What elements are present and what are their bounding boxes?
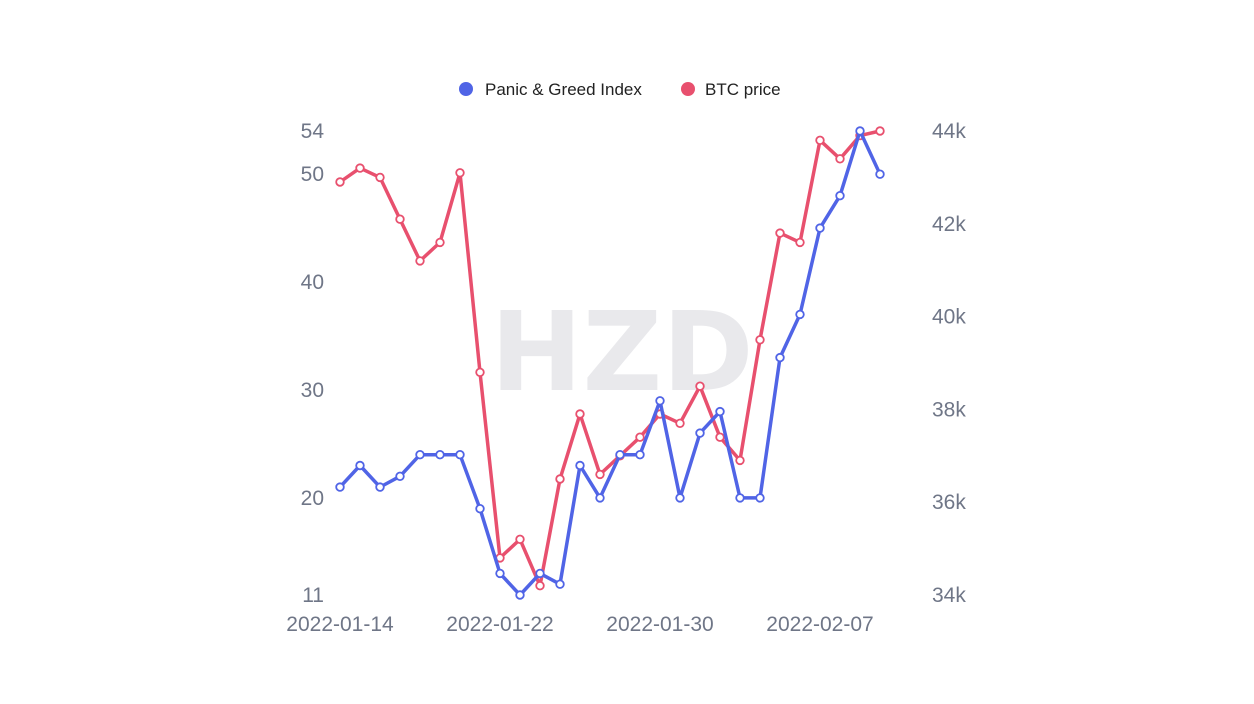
data-point-btc-price [575, 409, 585, 419]
data-point-btc-price [795, 237, 805, 248]
data-point-panic-greed [515, 590, 525, 600]
y-right-tick-label: 42k [932, 213, 966, 236]
data-point-btc-price [675, 418, 685, 428]
data-point-btc-price [395, 214, 405, 224]
legend-label-panic-greed: Panic & Greed Index [485, 80, 642, 99]
y-axis-left: 54 50 40 30 20 11 [301, 120, 325, 607]
y-left-tick-label: 11 [302, 584, 324, 607]
x-tick-label: 2022-01-14 [286, 613, 394, 636]
data-point-panic-greed [395, 471, 405, 481]
data-point-panic-greed [775, 352, 785, 363]
data-point-panic-greed [755, 493, 765, 503]
data-point-panic-greed [875, 169, 885, 179]
data-point-panic-greed [535, 568, 545, 579]
data-point-panic-greed [675, 493, 685, 503]
data-point-btc-price [815, 135, 825, 145]
y-left-tick-label: 30 [301, 379, 324, 402]
data-point-panic-greed [815, 223, 825, 233]
data-point-panic-greed [355, 460, 365, 471]
data-point-panic-greed [595, 493, 605, 503]
data-point-btc-price [595, 469, 605, 480]
x-tick-label: 2022-01-30 [606, 613, 713, 636]
data-point-panic-greed [475, 504, 485, 514]
data-point-panic-greed [375, 482, 385, 492]
data-point-btc-price [875, 126, 885, 136]
series-layer [335, 126, 885, 600]
data-point-panic-greed [635, 450, 645, 460]
data-point-btc-price [635, 432, 645, 442]
y-right-tick-label: 44k [932, 120, 966, 143]
legend-label-btc-price: BTC price [705, 80, 781, 99]
data-point-btc-price [555, 474, 565, 484]
y-left-tick-label: 20 [301, 487, 324, 510]
data-point-panic-greed [415, 450, 425, 460]
y-left-tick-label: 54 [301, 120, 325, 143]
data-point-btc-price [515, 534, 525, 544]
legend-marker-panic-greed [459, 82, 473, 96]
data-point-btc-price [435, 237, 445, 248]
y-right-tick-label: 34k [932, 584, 966, 607]
y-left-tick-label: 40 [301, 271, 324, 294]
y-right-tick-label: 36k [932, 491, 966, 514]
legend-item-panic-greed[interactable]: Panic & Greed Index [459, 80, 642, 99]
data-point-btc-price [835, 154, 845, 164]
data-point-panic-greed [795, 309, 805, 320]
data-point-panic-greed [335, 482, 345, 492]
legend: Panic & Greed Index BTC price [459, 80, 781, 99]
data-point-panic-greed [495, 568, 505, 579]
y-left-tick-label: 50 [301, 163, 324, 186]
data-point-panic-greed [695, 428, 705, 438]
series-line-panic-greed [338, 129, 882, 597]
data-point-panic-greed [715, 406, 725, 417]
series-line-btc-price [338, 129, 882, 588]
data-point-panic-greed [835, 190, 845, 201]
data-point-panic-greed [735, 493, 745, 503]
data-point-btc-price [535, 581, 545, 591]
data-point-btc-price [715, 432, 725, 442]
data-point-btc-price [475, 367, 485, 377]
data-point-btc-price [755, 335, 765, 345]
data-point-panic-greed [435, 450, 445, 460]
data-point-btc-price [695, 381, 705, 391]
y-right-tick-label: 40k [932, 306, 966, 329]
data-point-panic-greed [575, 460, 585, 471]
data-point-btc-price [375, 172, 385, 183]
data-point-panic-greed [615, 450, 625, 460]
data-point-btc-price [335, 177, 345, 187]
x-tick-label: 2022-02-07 [766, 613, 873, 636]
y-axis-right: 44k 42k 40k 38k 36k 34k [932, 120, 966, 607]
watermark: HZD [490, 288, 753, 416]
data-point-btc-price [415, 256, 425, 266]
data-point-btc-price [455, 168, 465, 178]
legend-marker-btc-price [681, 82, 695, 96]
data-point-panic-greed [555, 579, 565, 589]
data-point-btc-price [775, 228, 785, 238]
data-point-btc-price [735, 455, 745, 466]
x-tick-label: 2022-01-22 [446, 613, 553, 636]
data-point-panic-greed [655, 396, 665, 406]
data-point-panic-greed [455, 450, 465, 460]
legend-item-btc-price[interactable]: BTC price [681, 80, 781, 99]
data-point-btc-price [355, 163, 365, 173]
data-point-panic-greed [855, 126, 865, 136]
y-right-tick-label: 38k [932, 398, 966, 421]
x-axis: 2022-01-14 2022-01-22 2022-01-30 2022-02-07 [286, 613, 873, 636]
